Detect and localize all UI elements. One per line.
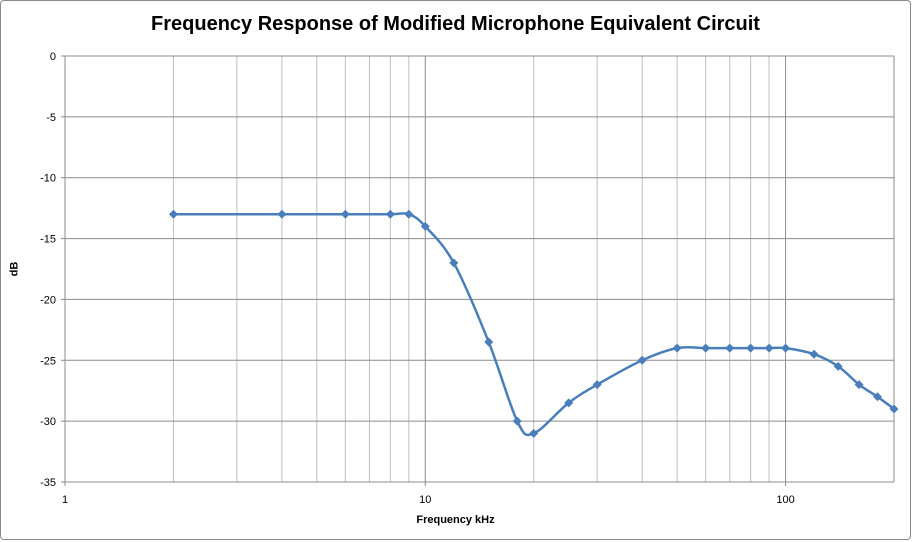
data-point-marker [809,349,819,359]
data-point-marker [889,404,899,414]
x-tick-label: 10 [419,494,431,506]
x-tick-label: 1 [62,494,68,506]
chart-title: Frequency Response of Modified Microphon… [151,13,760,35]
data-point-marker [484,337,494,347]
data-point-marker [404,209,414,219]
data-point-marker [672,343,682,353]
y-tick-label: -15 [40,234,56,246]
data-point-marker [564,398,574,408]
data-point-marker [725,343,735,353]
y-tick-label: -10 [40,173,56,185]
y-tick-label: -35 [40,477,56,489]
data-point-marker [873,392,883,402]
data-point-marker [277,209,287,219]
data-point-marker [637,355,647,365]
data-point-marker [764,343,774,353]
y-tick-label: -30 [40,416,56,428]
data-point-marker [168,209,178,219]
data-point-marker [854,380,864,390]
data-point-marker [340,209,350,219]
data-point-marker [420,221,430,231]
data-point-marker [701,343,711,353]
data-point-marker [449,258,459,268]
y-tick-label: -5 [46,112,56,124]
data-point-marker [833,361,843,371]
y-tick-label: -25 [40,355,56,367]
data-point-marker [592,380,602,390]
x-tick-label: 100 [776,494,794,506]
data-point-marker [529,428,539,438]
y-tick-label: -20 [40,294,56,306]
data-point-marker [385,209,395,219]
data-point-marker [746,343,756,353]
data-point-marker [781,343,791,353]
data-point-marker [512,416,522,426]
x-axis-label: Frequency kHz [416,514,495,526]
y-tick-label: 0 [50,51,56,63]
